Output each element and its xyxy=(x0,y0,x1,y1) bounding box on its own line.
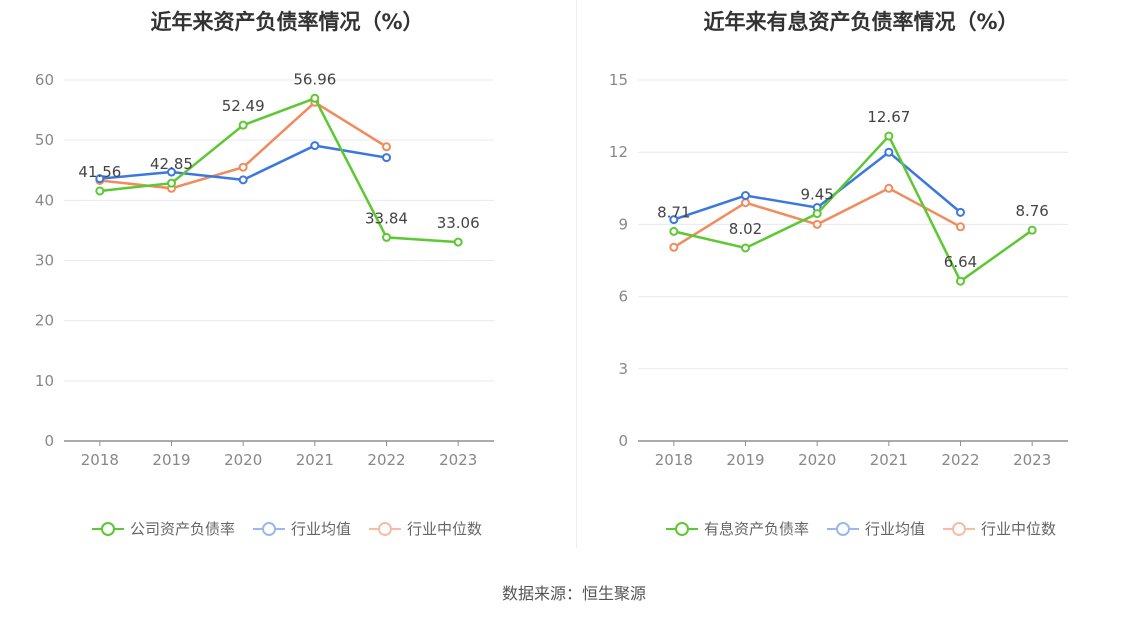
data-point xyxy=(884,131,894,141)
x-tick-label: 2019 xyxy=(726,451,764,469)
legend-swatch-icon xyxy=(369,519,401,539)
data-point xyxy=(382,142,391,152)
data-label: 8.76 xyxy=(1015,202,1048,220)
data-point xyxy=(382,153,391,163)
legend-label: 公司资产负债率 xyxy=(129,520,235,538)
legend: 有息资产负债率 行业均值 行业中位数 xyxy=(574,518,1148,539)
legend-item-industry-median[interactable]: 行业中位数 xyxy=(943,518,1056,539)
data-label: 9.45 xyxy=(800,186,833,204)
data-label: 33.84 xyxy=(365,209,408,227)
x-tick-label: 2022 xyxy=(941,451,979,469)
y-tick-label: 20 xyxy=(35,312,54,330)
x-tick-label: 2020 xyxy=(224,451,262,469)
data-point xyxy=(669,226,679,236)
x-tick-label: 2020 xyxy=(798,451,836,469)
data-point xyxy=(95,186,105,196)
series-line xyxy=(99,96,459,244)
x-tick-label: 2023 xyxy=(1013,451,1051,469)
x-tick-label: 2022 xyxy=(367,451,405,469)
data-label: 42.85 xyxy=(150,155,193,173)
data-point xyxy=(956,222,965,232)
data-label: 12.67 xyxy=(867,108,910,126)
data-point xyxy=(238,120,248,130)
line-chart-debt-ratio: 0 10 20 30 40 50 60 2018 2019 2020 2021 2022 2023 41.… xyxy=(35,70,494,469)
legend-swatch-icon xyxy=(665,519,698,539)
legend-item-company[interactable]: 公司资产负债率 xyxy=(91,518,235,539)
legend-item-company[interactable]: 有息资产负债率 xyxy=(665,518,809,539)
legend-item-industry-mean[interactable]: 行业均值 xyxy=(252,518,351,539)
legend: 公司资产负债率 行业均值 行业中位数 xyxy=(0,518,574,539)
data-point xyxy=(669,215,679,225)
data-label: 6.64 xyxy=(944,253,977,271)
data-point xyxy=(453,237,463,247)
y-tick-label: 0 xyxy=(618,432,628,450)
data-label: 41.56 xyxy=(78,163,121,181)
data-point xyxy=(741,243,750,253)
data-point xyxy=(812,209,822,219)
legend-swatch-icon xyxy=(826,519,859,539)
legend-swatch-icon xyxy=(943,519,975,539)
y-tick-label: 9 xyxy=(618,215,628,233)
x-tick-label: 2023 xyxy=(439,451,477,469)
legend-label: 行业中位数 xyxy=(981,520,1057,538)
data-point xyxy=(669,242,679,252)
legend-item-industry-median[interactable]: 行业中位数 xyxy=(369,518,482,539)
data-point xyxy=(812,219,822,229)
legend-label: 行业均值 xyxy=(290,520,351,538)
y-tick-label: 12 xyxy=(609,143,628,161)
data-point xyxy=(1027,225,1037,235)
data-point xyxy=(167,178,176,188)
y-tick-label: 3 xyxy=(618,360,628,378)
data-label: 33.06 xyxy=(437,214,480,232)
legend-label: 行业中位数 xyxy=(407,520,483,538)
data-source-footer: 数据来源：恒生聚源 xyxy=(501,584,646,603)
y-tick-label: 40 xyxy=(35,191,54,209)
legend-item-industry-mean[interactable]: 行业均值 xyxy=(826,518,925,539)
legend-label: 有息资产负债率 xyxy=(703,520,809,538)
data-point xyxy=(884,183,894,193)
legend-swatch-icon xyxy=(252,519,285,539)
panel-divider xyxy=(576,0,577,548)
data-label: 52.49 xyxy=(222,97,265,115)
data-point xyxy=(741,191,750,201)
y-tick-label: 30 xyxy=(35,252,54,270)
legend-swatch-icon xyxy=(91,519,124,539)
data-label: 8.02 xyxy=(729,220,762,238)
y-tick-label: 6 xyxy=(618,288,628,306)
x-tick-label: 2018 xyxy=(655,451,693,469)
x-tick-label: 2021 xyxy=(870,451,908,469)
data-point xyxy=(95,174,105,184)
chart-panel-right: 近年来有息资产负债率情况（%） 0 3 6 9 12 15 2018 2019 2020 2021… xyxy=(574,0,1148,560)
series-line xyxy=(99,144,387,182)
legend-label: 行业均值 xyxy=(864,520,925,538)
data-label: 56.96 xyxy=(293,70,336,88)
chart-title: 近年来有息资产负债率情况（%） xyxy=(703,10,1019,34)
data-point xyxy=(167,167,176,177)
y-tick-label: 0 xyxy=(44,432,54,450)
y-tick-label: 50 xyxy=(35,131,54,149)
data-point xyxy=(956,276,965,286)
data-label: 8.71 xyxy=(657,203,690,221)
line-chart-interest-debt-ratio: 0 3 6 9 12 15 2018 2019 2020 2021 2022 2023 8.71 8.02… xyxy=(609,71,1068,469)
data-point xyxy=(956,207,965,217)
y-tick-label: 60 xyxy=(35,71,54,89)
chart-panel-left: 近年来资产负债率情况（%） 0 10 20 30 40 50 60 2018 2019 2020 2… xyxy=(0,0,574,560)
chart-title: 近年来资产负债率情况（%） xyxy=(150,10,424,34)
x-tick-label: 2019 xyxy=(152,451,190,469)
data-point xyxy=(238,162,248,172)
y-tick-label: 10 xyxy=(35,372,54,390)
y-tick-label: 15 xyxy=(609,71,628,89)
series-line xyxy=(673,133,1033,284)
data-point xyxy=(884,147,894,157)
data-point xyxy=(382,232,391,242)
x-tick-label: 2021 xyxy=(296,451,334,469)
data-point xyxy=(238,175,248,185)
data-point xyxy=(310,141,320,151)
data-point xyxy=(310,93,320,103)
x-tick-label: 2018 xyxy=(81,451,119,469)
data-point xyxy=(741,198,750,208)
